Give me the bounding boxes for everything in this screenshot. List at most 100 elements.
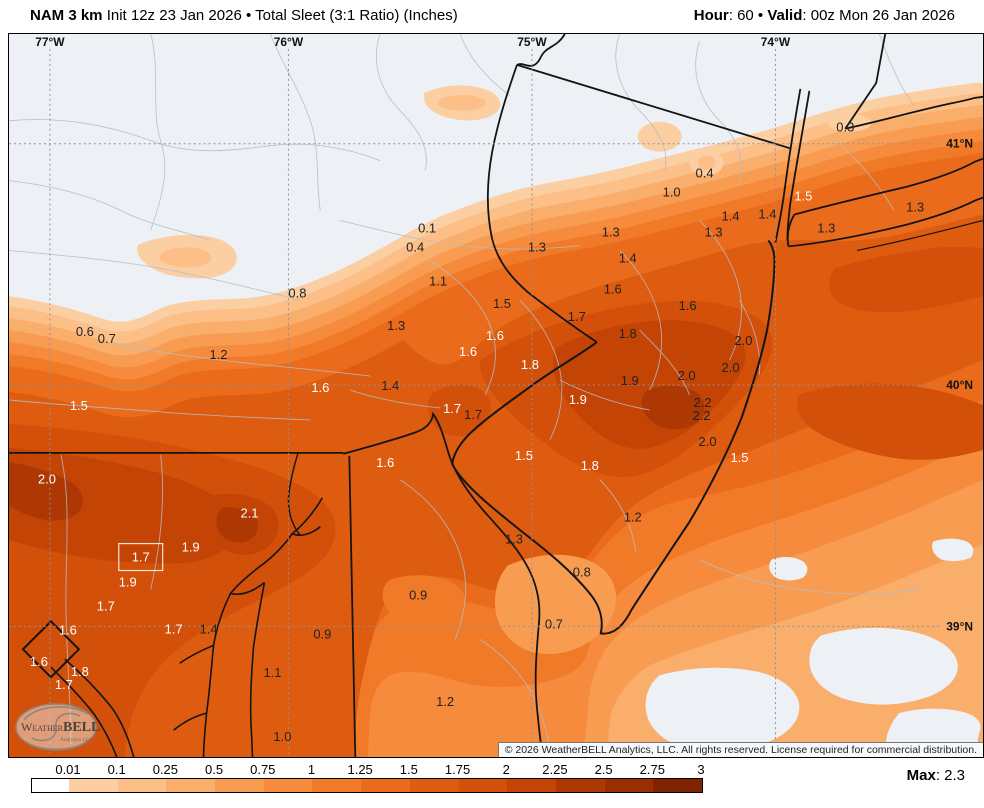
map-value-label: 1.4: [758, 206, 776, 221]
colorbar-tick: 1.25: [347, 762, 373, 777]
map-value-label: 2.0: [38, 472, 56, 487]
max-value-label: Max: 2.3: [907, 767, 965, 784]
map-value-label: 1.4: [722, 208, 740, 223]
chesapeake-bay: [173, 497, 324, 757]
valid-value: : 00z Mon 26 Jan 2026: [802, 7, 955, 24]
colorbar-tick: 2.5: [594, 762, 613, 777]
map-value-label: 1.8: [71, 664, 89, 679]
county-borders: [9, 34, 920, 757]
forecast-map: 77°W 76°W 75°W 74°W 41°N 40°N 39°N 0.1 0.4 1.1 0.…: [8, 33, 984, 758]
map-value-label: 1.8: [521, 357, 539, 372]
map-value-label: 1.5: [70, 398, 88, 413]
map-value-label: 1.0: [663, 185, 681, 200]
map-value-label: 1.8: [619, 326, 637, 341]
valid-title: Hour: 60 • Valid: 00z Mon 26 Jan 2026: [694, 7, 955, 24]
map-value-label: 1.9: [119, 574, 137, 589]
map-value-label: 1.7: [568, 309, 586, 324]
colorbar-tick: 1: [307, 762, 316, 777]
map-value-label: 1.6: [59, 622, 77, 637]
colorbar-segment: [215, 779, 264, 792]
colorbar-segment: [507, 779, 556, 792]
map-value-label: 1.0: [273, 729, 291, 744]
model-name: NAM 3 km: [30, 7, 103, 24]
map-value-label: 1.2: [210, 347, 228, 362]
map-value-label: 1.7: [464, 407, 482, 422]
colorbar-segment: [555, 779, 605, 792]
map-value-label: 1.4: [619, 250, 637, 265]
map-value-label: 1.3: [705, 224, 723, 239]
map-value-label: 0.3: [836, 120, 854, 135]
copyright-notice: © 2026 WeatherBELL Analytics, LLC. All r…: [497, 742, 983, 757]
new-jersey-coastline: [451, 239, 776, 635]
map-value-label: 1.7: [443, 401, 461, 416]
map-value-label: 1.8: [581, 458, 599, 473]
logo-subtext: Analytics LLC: [60, 737, 93, 743]
sleet-contour-map: 77°W 76°W 75°W 74°W 41°N 40°N 39°N 0.1 0.4 1.1 0.…: [9, 34, 983, 757]
potomac-river: [50, 658, 135, 757]
map-value-label: 1.6: [679, 298, 697, 313]
map-value-label: 1.3: [528, 239, 546, 254]
map-value-label: 0.1: [418, 220, 436, 235]
ny-ct-border: [844, 34, 887, 130]
colorbar: [31, 778, 703, 793]
colorbar-segment: [32, 779, 69, 792]
map-value-label: 0.4: [696, 166, 714, 181]
map-value-label: 1.3: [817, 220, 835, 235]
map-value-label: 2.0: [678, 368, 696, 383]
longitude-label: 75°W: [517, 35, 547, 49]
map-value-label: 1.7: [165, 621, 183, 636]
colorbar-segment: [117, 779, 167, 792]
longitude-label: 77°W: [35, 35, 65, 49]
dc-diamond: [21, 619, 81, 679]
map-value-label: 2.0: [722, 360, 740, 375]
latitude-label: 41°N: [946, 137, 973, 151]
long-island: [786, 157, 983, 248]
map-value-label: 2.2: [694, 395, 712, 410]
valid-label: Valid: [767, 7, 803, 24]
colorbar-tick: 2: [502, 762, 510, 777]
hour-value: : 60 •: [728, 7, 768, 24]
map-value-label: 1.6: [459, 344, 477, 359]
colorbar-tick: 0.01: [55, 762, 81, 777]
value-labels: 0.10.41.10.81.31.20.6 0.71.51.6 1.41.31.31…: [30, 120, 924, 744]
map-value-label: 0.9: [313, 626, 331, 641]
colorbar-segment: [604, 779, 654, 792]
colorbar-segment: [166, 779, 216, 792]
map-value-label: 1.6: [30, 654, 48, 669]
colorbar-tick: 1.5: [399, 762, 418, 777]
map-value-label: 1.7: [55, 677, 73, 692]
colorbar-segment: [361, 779, 410, 792]
map-value-label: 0.8: [573, 565, 591, 580]
value-label-box: [118, 542, 164, 572]
map-value-label: 0.7: [545, 616, 563, 631]
hour-label: Hour: [693, 7, 729, 24]
map-value-label: 1.1: [263, 665, 281, 680]
map-value-label: 1.7: [132, 550, 150, 565]
longitude-label: 74°W: [761, 35, 791, 49]
map-value-label: 1.2: [624, 510, 642, 525]
connecticut-coast: [845, 95, 983, 130]
colorbar-segment: [653, 779, 702, 792]
map-value-label: 1.2: [436, 694, 454, 709]
colorbar-tick: 2.25: [542, 762, 568, 777]
map-value-label: 1.4: [200, 621, 218, 636]
barrier-islands: [857, 219, 983, 251]
upper-delaware-river: [516, 34, 566, 67]
header-bar: NAM 3 km Init 12z 23 Jan 2026 • Total Sl…: [0, 0, 984, 33]
map-value-label: 1.6: [311, 380, 329, 395]
map-value-label: 2.0: [734, 333, 752, 348]
susquehanna-river: [287, 451, 301, 537]
map-value-label: 1.6: [604, 281, 622, 296]
latitude-label: 39°N: [946, 619, 973, 633]
map-value-label: 0.6: [76, 324, 94, 339]
map-value-label: 1.6: [486, 328, 504, 343]
colorbar-tick: 0.75: [250, 762, 276, 777]
max-value: : 2.3: [935, 767, 965, 784]
colorbar-segment: [69, 779, 118, 792]
map-value-label: 1.3: [602, 224, 620, 239]
map-value-label: 1.3: [906, 200, 924, 215]
max-label: Max: [906, 767, 936, 784]
colorbar-tick-labels: 0.01 0.1 0.25 0.5 0.75 1 1.25 1.5 1.75 2 2.25 2.5 2.…: [0, 762, 984, 777]
map-value-label: 1.6: [376, 455, 394, 470]
delaware-river: [486, 64, 598, 343]
